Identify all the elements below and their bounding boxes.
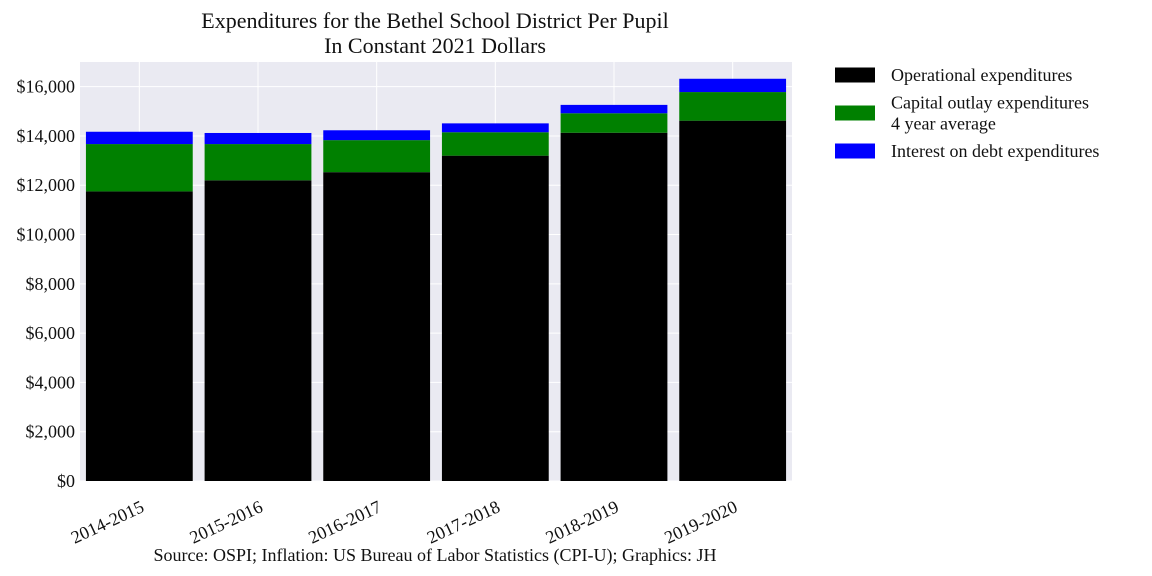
bar-segment-1-2016-2017 [323,172,431,481]
bar-segment-2-2015-2016 [204,144,312,181]
bar-segment-1-2017-2018 [441,155,549,482]
plot-background [80,62,792,481]
y-tick-label: $10,000 [17,225,76,245]
bar-segment-3-2015-2016 [204,132,312,145]
bar-segment-2-2019-2020 [679,92,787,121]
y-tick-label: $6,000 [26,323,76,343]
y-tick-label: $14,000 [17,126,76,146]
bars [85,78,787,482]
bar-segment-1-2014-2015 [85,191,193,481]
legend: Operational expenditures Capital outlay e… [835,65,1099,161]
bar-segment-3-2016-2017 [323,130,431,141]
y-tick-label: $2,000 [26,422,76,442]
bar-segment-3-2014-2015 [85,131,193,145]
legend-label-1: Operational expenditures [891,65,1072,85]
legend-label-2: Capital outlay expenditures [891,93,1089,113]
legend-label-3: Interest on debt expenditures [891,141,1099,161]
bar-segment-1-2019-2020 [679,120,787,481]
bar-segment-3-2018-2019 [560,104,668,114]
chart-title-line-1: Expenditures for the Bethel School Distr… [201,8,668,33]
bar-segment-3-2019-2020 [679,78,787,93]
bar-segment-1-2015-2016 [204,180,312,481]
y-axis-ticks: $0 $2,000 $4,000 $6,000 $8,000 $10,000 $12,000… [17,77,76,491]
x-tick-label: 2016-2017 [305,496,384,547]
legend-swatch-2 [835,105,875,121]
y-tick-label: $12,000 [17,175,76,195]
x-tick-label: 2014-2015 [68,496,147,547]
legend-swatch-1 [835,67,875,83]
source-note: Source: OSPI; Inflation: US Bureau of La… [154,545,717,566]
chart-title-line-2: In Constant 2021 Dollars [324,33,546,58]
legend-label-2: 4 year average [891,114,996,134]
legend-swatch-3 [835,143,875,159]
bar-segment-3-2017-2018 [441,123,549,133]
bar-segment-1-2018-2019 [560,132,668,481]
y-tick-label: $16,000 [17,77,76,97]
y-tick-label: $4,000 [26,372,76,392]
bar-segment-2-2017-2018 [441,132,549,156]
y-tick-label: $8,000 [26,274,76,294]
x-tick-label: 2019-2020 [661,496,740,547]
x-tick-label: 2017-2018 [424,496,503,547]
bar-segment-2-2018-2019 [560,113,668,133]
bar-segment-2-2014-2015 [85,144,193,192]
bar-segment-2-2016-2017 [323,140,431,173]
x-axis-ticks: 2014-2015 2015-2016 2016-2017 2017-2018 2018… [68,496,740,547]
y-tick-label: $0 [57,471,75,491]
x-tick-label: 2015-2016 [187,496,266,547]
x-tick-label: 2018-2019 [543,496,622,547]
